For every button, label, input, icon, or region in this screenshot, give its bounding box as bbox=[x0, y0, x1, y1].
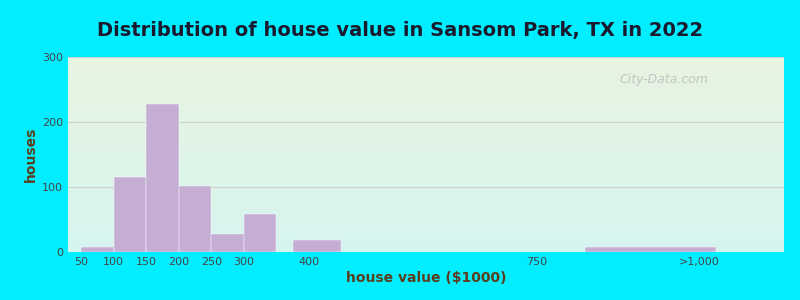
Bar bbox=[81, 248, 114, 252]
Bar bbox=[244, 214, 276, 252]
Y-axis label: houses: houses bbox=[24, 127, 38, 182]
Bar bbox=[178, 186, 211, 252]
Bar bbox=[586, 247, 716, 252]
Bar bbox=[293, 240, 342, 252]
Bar bbox=[114, 177, 146, 252]
Bar bbox=[211, 234, 244, 252]
X-axis label: house value ($1000): house value ($1000) bbox=[346, 271, 506, 285]
Text: Distribution of house value in Sansom Park, TX in 2022: Distribution of house value in Sansom Pa… bbox=[97, 21, 703, 40]
Text: City-Data.com: City-Data.com bbox=[619, 73, 708, 85]
Bar bbox=[146, 104, 178, 252]
